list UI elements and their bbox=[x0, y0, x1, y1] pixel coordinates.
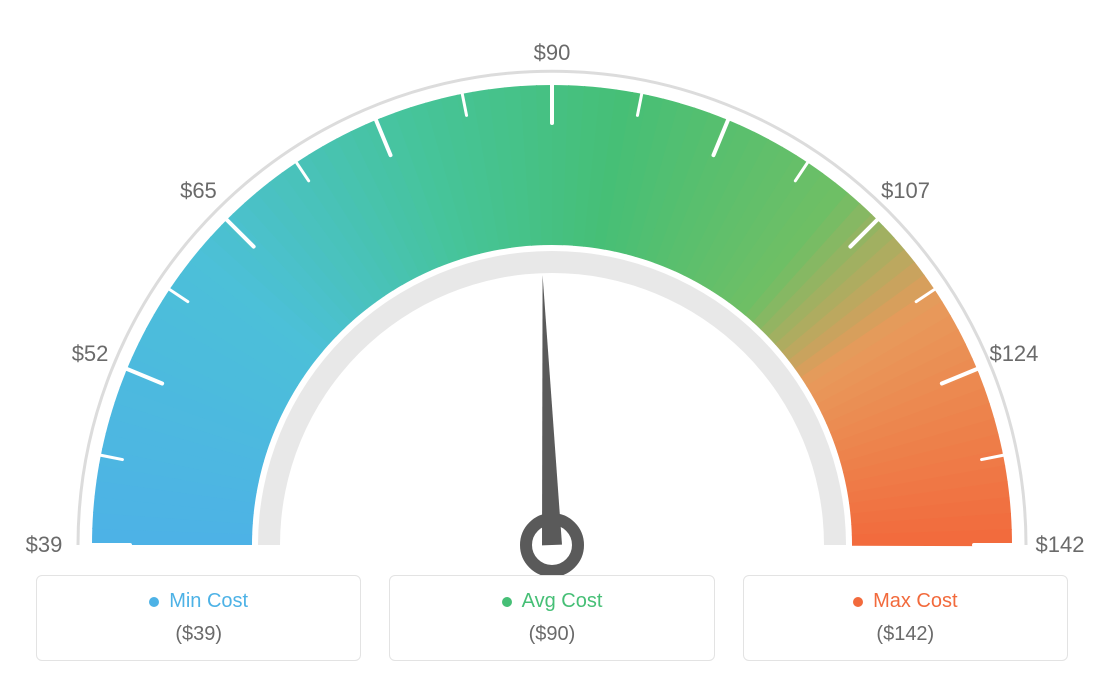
legend-dot-avg bbox=[502, 597, 512, 607]
legend-title-avg: Avg Cost bbox=[502, 590, 603, 613]
gauge-tick-label: $65 bbox=[180, 178, 217, 204]
legend-value-avg: ($90) bbox=[400, 623, 703, 646]
gauge-tick-label: $124 bbox=[989, 341, 1038, 367]
gauge-svg bbox=[0, 0, 1104, 575]
gauge-tick-label: $52 bbox=[72, 341, 109, 367]
gauge-tick-label: $39 bbox=[26, 532, 63, 558]
gauge-tick-label: $90 bbox=[534, 40, 571, 66]
legend-value-min: ($39) bbox=[47, 623, 350, 646]
gauge-tick-label: $107 bbox=[881, 178, 930, 204]
legend-dot-min bbox=[149, 597, 159, 607]
legend-label-min: Min Cost bbox=[169, 590, 248, 613]
legend-row: Min Cost ($39) Avg Cost ($90) Max Cost (… bbox=[0, 575, 1104, 661]
gauge-chart: $39 $52 $65 $90 $107 $124 $142 bbox=[0, 0, 1104, 575]
legend-card-avg: Avg Cost ($90) bbox=[389, 575, 714, 661]
legend-card-min: Min Cost ($39) bbox=[36, 575, 361, 661]
legend-dot-max bbox=[853, 597, 863, 607]
legend-label-avg: Avg Cost bbox=[522, 590, 603, 613]
gauge-tick-label: $142 bbox=[1036, 532, 1085, 558]
legend-label-max: Max Cost bbox=[873, 590, 957, 613]
legend-title-min: Min Cost bbox=[149, 590, 248, 613]
legend-card-max: Max Cost ($142) bbox=[743, 575, 1068, 661]
legend-value-max: ($142) bbox=[754, 623, 1057, 646]
legend-title-max: Max Cost bbox=[853, 590, 957, 613]
